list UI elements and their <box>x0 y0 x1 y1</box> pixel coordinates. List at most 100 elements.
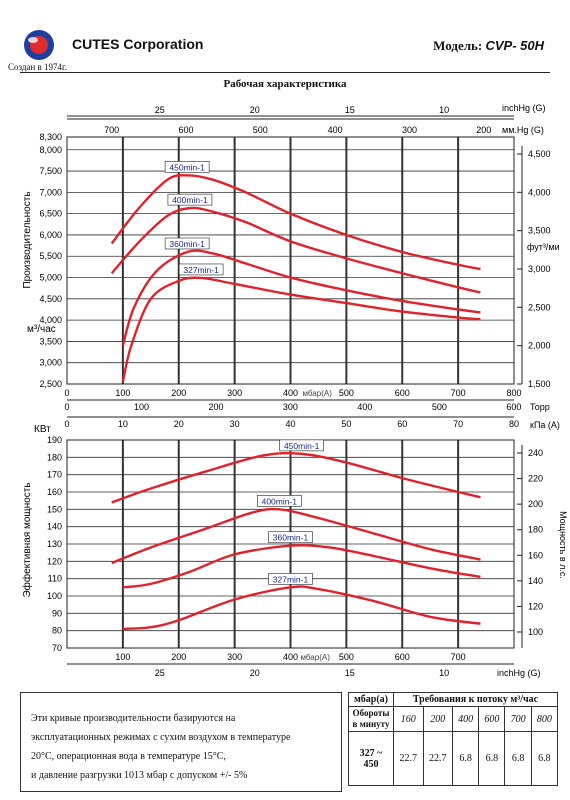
pressure-cell: 160 <box>393 706 424 732</box>
x-tick-label: 600 <box>395 388 410 398</box>
pressure-cell: 400 <box>451 706 480 732</box>
y-tick-label: 8,000 <box>39 145 62 155</box>
x-tick-label: 200 <box>171 388 186 398</box>
x-tick-label: 600 <box>395 652 410 662</box>
kpa-tick-label: 80 <box>509 419 519 429</box>
x-axis-label: мбар(A) <box>301 653 331 662</box>
right-axis-tick-label: 3,000 <box>528 264 551 274</box>
y-tick-label: 6,000 <box>39 230 62 240</box>
y-tick-label: 90 <box>52 608 62 618</box>
top-axis-unit: inchHg (G) <box>502 103 546 113</box>
pressure-cell: 200 <box>422 706 453 732</box>
curve-speed-label: 327min-1 <box>273 574 309 584</box>
right-axis-tick-label: 1,500 <box>528 379 551 389</box>
top-axis2-unit: мм.Hg (G) <box>502 125 544 135</box>
kpa-tick-label: 20 <box>174 419 184 429</box>
x-tick-label: 500 <box>339 652 354 662</box>
top-axis-tick-label: 10 <box>439 105 449 115</box>
right-axis-tick-label: 3,500 <box>528 226 551 236</box>
kpa-tick-label: 10 <box>118 419 128 429</box>
right-axis-tick-label: 100 <box>528 627 543 637</box>
x-tick-label: 400 <box>283 388 298 398</box>
right-axis-tick-label: 140 <box>528 576 543 586</box>
note-line: эксплуатационных режимах с сухим воздухо… <box>31 732 291 743</box>
y-tick-label: 110 <box>48 574 62 584</box>
x-tick-label: 200 <box>171 652 186 662</box>
right-axis-tick-label: 120 <box>528 601 543 611</box>
x-tick-label: 0 <box>64 388 69 398</box>
inchhg-tick-label: 15 <box>345 668 355 678</box>
curve-label-box <box>178 263 224 276</box>
inchhg-tick-label: 25 <box>155 668 165 678</box>
torr-tick-label: 300 <box>283 402 298 412</box>
x-axis-label: мбар(A) <box>303 389 333 398</box>
y-tick-label: 5,500 <box>39 251 62 261</box>
company-logo <box>24 30 54 60</box>
pressure-cell: 700 <box>504 706 532 732</box>
flow-cell: 22.7 <box>393 731 424 786</box>
right-axis-tick-label: 4,500 <box>528 149 551 159</box>
y-tick-label: 7,500 <box>39 166 62 176</box>
right-axis-label: Мощность в л.с. <box>558 511 568 579</box>
curve-speed-label: 400min-1 <box>172 195 208 205</box>
table-title: Требования к потоку м³/час <box>393 692 558 707</box>
power-curve <box>111 451 481 504</box>
right-axis-tick-label: 220 <box>528 474 543 484</box>
y-tick-label: 2,500 <box>39 379 62 389</box>
company-name: CUTES Corporation <box>72 36 204 52</box>
right-axis-tick-label: 2,000 <box>528 341 551 351</box>
y-tick-label: 8,300 <box>39 132 62 142</box>
torr-tick-label: 400 <box>357 402 372 412</box>
y-tick-label: 80 <box>52 626 62 636</box>
kpa-tick-label: 40 <box>285 419 295 429</box>
y-tick-label: 150 <box>47 504 62 514</box>
right-axis-tick-label: 200 <box>528 499 543 509</box>
curve-speed-label: 360min-1 <box>273 533 309 543</box>
founded-text: Создан в 1974г. <box>8 62 67 72</box>
kpa-tick-label: 70 <box>453 419 463 429</box>
x-tick-label: 700 <box>451 388 466 398</box>
torr-tick-label: 500 <box>432 402 447 412</box>
y-tick-label: 140 <box>47 522 62 532</box>
x-tick-label: 300 <box>227 388 242 398</box>
top-axis-tick-label: 15 <box>345 105 355 115</box>
capacity-curve <box>121 276 481 383</box>
flow-cell: 6.8 <box>478 731 506 786</box>
curve-speed-label: 450min-1 <box>169 162 205 172</box>
y-tick-label: 5,000 <box>39 273 62 283</box>
y-axis-label: Производительность <box>22 191 33 288</box>
x-tick-label: 100 <box>115 388 130 398</box>
y-tick-label: 130 <box>47 539 62 549</box>
top-axis2-tick-label: 300 <box>402 125 417 135</box>
y-tick-label: 3,500 <box>39 336 62 346</box>
flow-cell: 6.8 <box>504 731 532 786</box>
model-caption: Модель: <box>433 38 483 53</box>
x-tick-label: 800 <box>506 388 521 398</box>
rpm-range: 327 ~ 450 <box>348 731 394 786</box>
curve-label-box <box>164 161 210 173</box>
curve-speed-label: 327min-1 <box>183 265 219 275</box>
curve-label-box <box>167 193 213 206</box>
capacity-curve <box>110 174 481 271</box>
torr-tick-label: 0 <box>64 402 69 412</box>
top-axis2-tick-label: 400 <box>328 125 343 135</box>
curve-label-box <box>257 495 302 507</box>
power-unit-label: КВт <box>34 424 51 435</box>
y-tick-label: 170 <box>47 470 62 480</box>
curve-speed-label: 360min-1 <box>169 239 205 249</box>
pressure-cell: 600 <box>478 706 506 732</box>
performance-charts: 2,500 3,000 3,500 4,000 4,500 5,000 5,500 6,000… <box>21 103 568 678</box>
curve-speed-label: 450min-1 <box>284 441 320 451</box>
top-axis2-tick-label: 600 <box>178 125 193 135</box>
power-curve <box>111 507 481 565</box>
y-tick-label: 180 <box>47 452 62 462</box>
plot-frame <box>66 136 515 385</box>
kpa-tick-label: 0 <box>64 419 69 429</box>
title-divider <box>20 72 550 73</box>
top-axis2-tick-label: 700 <box>104 125 119 135</box>
torr-tick-label: 200 <box>208 402 223 412</box>
power-curve <box>122 585 481 631</box>
capacity-curve <box>110 206 481 294</box>
inchhg-axis-unit: inchHg (G) <box>497 668 541 678</box>
y-tick-label: 100 <box>47 591 62 601</box>
